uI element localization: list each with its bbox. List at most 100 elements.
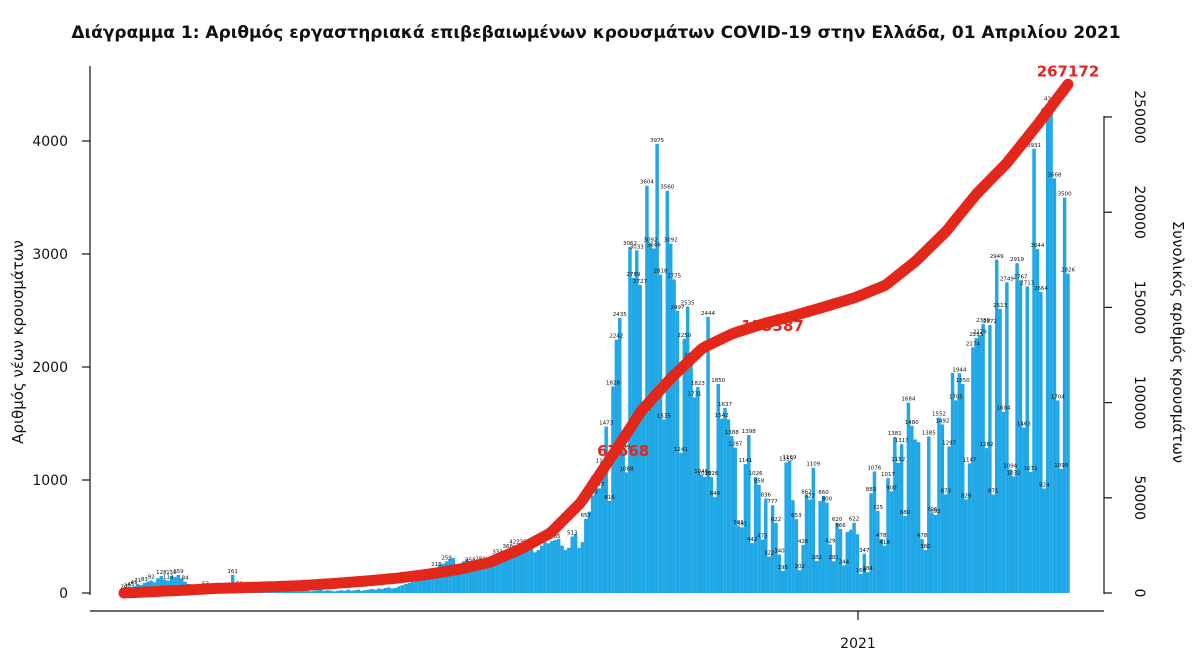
bar-label: 1388	[725, 430, 739, 436]
bar	[281, 590, 286, 593]
bar	[685, 306, 690, 593]
bar	[363, 590, 367, 593]
bar	[757, 484, 761, 593]
bar	[719, 418, 724, 593]
bar	[672, 279, 676, 593]
bar-label: 1492	[935, 418, 949, 424]
bar-label: 1152	[891, 457, 905, 463]
bar	[709, 477, 714, 593]
bar	[950, 372, 955, 593]
bar	[298, 590, 303, 593]
bar-label: 1944	[952, 367, 966, 373]
bar-label: 2279	[973, 329, 987, 335]
bar-label: 259	[441, 555, 452, 561]
bar	[730, 436, 734, 593]
bar	[580, 542, 585, 593]
bar-label: 1705	[949, 394, 963, 400]
bar	[461, 561, 466, 593]
bar	[567, 547, 571, 593]
bar-label: 478	[917, 533, 928, 539]
bar	[349, 590, 354, 593]
bar	[689, 359, 693, 593]
bar	[336, 590, 340, 593]
bar	[1049, 102, 1053, 593]
bar	[512, 545, 517, 593]
bar	[601, 464, 605, 593]
bar	[808, 499, 812, 593]
bar	[760, 539, 765, 593]
bar	[288, 590, 293, 593]
bar-label: 258	[465, 558, 476, 564]
bar	[804, 495, 809, 593]
bar	[176, 575, 181, 593]
bar	[641, 412, 646, 593]
bar	[957, 373, 962, 593]
bar-label: 1241	[674, 447, 688, 453]
bar-label: 340	[774, 549, 785, 555]
bar-label: 1141	[738, 458, 752, 464]
bar	[1056, 400, 1060, 593]
bar-label: 1028	[698, 471, 712, 477]
bar-label: 184	[862, 566, 873, 572]
bar	[519, 547, 524, 593]
bar	[981, 324, 985, 593]
bar	[373, 589, 378, 593]
bar	[638, 284, 642, 593]
bar	[930, 513, 934, 593]
bar	[397, 586, 401, 593]
daily-cases-bars	[122, 102, 1070, 594]
bar	[1042, 488, 1046, 593]
bar-label: 1850	[956, 378, 970, 384]
bar	[750, 543, 754, 593]
bar	[787, 460, 792, 593]
bar	[472, 565, 476, 593]
bar	[947, 446, 951, 593]
bar	[550, 541, 554, 593]
bar	[458, 564, 462, 593]
bar	[801, 544, 805, 593]
bar	[831, 561, 836, 593]
bar-label: 1094	[1003, 463, 1017, 469]
bar-label: 622	[849, 517, 860, 523]
bar-label: 2767	[1013, 274, 1027, 280]
bar	[818, 501, 822, 593]
bar	[998, 309, 1002, 593]
bar	[342, 590, 347, 593]
bar-label: 1552	[932, 412, 946, 418]
bar	[702, 476, 707, 593]
bar-label: 927	[594, 482, 605, 488]
bar-label: 2826	[1061, 268, 1075, 274]
bar-label: 442	[747, 537, 758, 543]
bar-label: 1604	[996, 406, 1010, 412]
bar-label: 2949	[990, 254, 1004, 260]
bar	[675, 310, 680, 593]
bar-label: 725	[873, 505, 884, 511]
bar-label: 2372	[983, 319, 997, 325]
bar	[852, 522, 856, 593]
bar	[594, 481, 598, 593]
bar	[312, 590, 316, 593]
bar-label: 3604	[640, 180, 654, 186]
bar-label: 800	[822, 497, 833, 503]
bar	[614, 339, 619, 593]
bar	[679, 452, 683, 593]
bar-label: 1147	[963, 457, 977, 463]
bar-label: 1473	[599, 421, 613, 427]
cumulative-annotations: 67668 133387 267172	[597, 62, 1099, 460]
bar-label: 418	[879, 540, 890, 546]
bar	[424, 574, 428, 593]
bar	[516, 550, 520, 593]
left-tick-label: 3000	[32, 247, 68, 263]
bar	[380, 589, 384, 593]
bar	[410, 581, 415, 593]
bar-label: 692	[930, 509, 941, 515]
bar	[1062, 197, 1067, 593]
bar	[920, 538, 924, 593]
bar-label: 1297	[942, 440, 956, 446]
bar	[169, 576, 174, 593]
bar-label: 322	[764, 551, 775, 557]
bar-label: 169	[856, 568, 867, 574]
bar	[828, 544, 833, 593]
bar-label: 2535	[681, 301, 695, 307]
